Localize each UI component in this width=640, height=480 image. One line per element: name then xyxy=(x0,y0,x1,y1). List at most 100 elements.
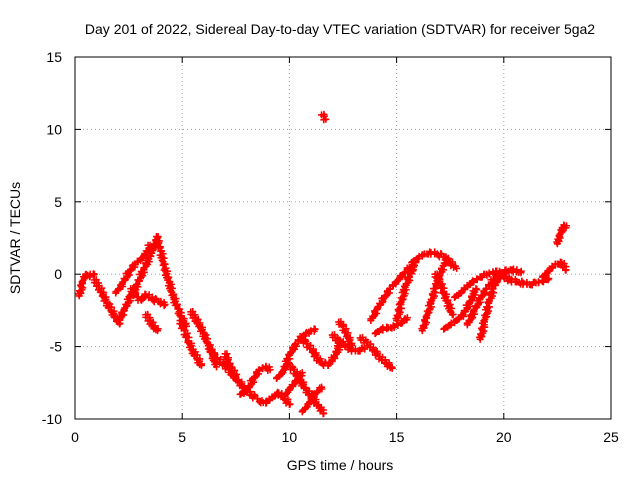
data-track xyxy=(553,221,570,248)
data-point-run xyxy=(447,317,459,329)
data-point-run xyxy=(146,316,159,330)
data-point-run xyxy=(476,319,489,341)
data-point-run xyxy=(463,310,478,327)
data-track xyxy=(356,333,396,372)
data-point-run xyxy=(152,233,166,255)
data-point-run xyxy=(393,272,407,285)
y-tick-label: 5 xyxy=(54,194,62,210)
data-point-run xyxy=(98,292,112,307)
data-point-run xyxy=(339,322,352,337)
data-track xyxy=(392,263,418,325)
data-point-run xyxy=(392,300,405,323)
y-tick-label: -5 xyxy=(50,339,63,355)
y-tick-label: 10 xyxy=(46,121,62,137)
data-point-run xyxy=(559,222,570,231)
data-point-run xyxy=(237,388,250,398)
data-point-run xyxy=(138,250,149,262)
data-point-run xyxy=(480,299,494,325)
data-point-run xyxy=(156,247,170,272)
data-point-run xyxy=(118,270,133,288)
data-point-run xyxy=(447,258,459,271)
x-tick-label: 25 xyxy=(603,429,619,445)
data-point-run xyxy=(248,390,262,403)
data-point-run xyxy=(132,268,148,289)
data-point-run xyxy=(94,282,108,296)
data-point-run xyxy=(156,297,168,310)
data-point-run xyxy=(285,341,300,358)
data-track xyxy=(296,332,345,369)
data-point-run xyxy=(108,307,120,321)
data-point-run xyxy=(458,300,473,319)
data-point-run xyxy=(439,289,452,305)
chart-title: Day 201 of 2022, Sidereal Day-to-day VTE… xyxy=(85,21,595,37)
data-point-run xyxy=(142,241,153,256)
data-point-run xyxy=(336,336,347,348)
data-point-run xyxy=(242,377,258,395)
data-point-run xyxy=(379,323,391,334)
data-point-run xyxy=(512,267,525,277)
data-point-run xyxy=(308,348,322,362)
y-tick-label: 0 xyxy=(54,266,62,282)
data-point-run xyxy=(343,333,356,348)
data-point-run xyxy=(307,325,318,335)
data-track xyxy=(440,285,481,333)
data-point-run xyxy=(140,252,155,273)
data-point-run xyxy=(164,280,178,299)
data-point-run xyxy=(398,315,411,327)
data-point-run xyxy=(316,403,327,418)
data-track xyxy=(176,317,206,369)
data-track xyxy=(112,241,154,297)
data-point-run xyxy=(282,395,294,408)
data-point-run xyxy=(313,355,324,366)
data-points xyxy=(75,110,570,418)
data-point-run xyxy=(357,333,370,347)
data-point-run xyxy=(82,270,94,279)
data-point-run xyxy=(86,270,97,281)
data-track xyxy=(504,265,525,277)
x-tick-label: 5 xyxy=(178,429,186,445)
data-point-run xyxy=(386,278,400,293)
data-point-run xyxy=(466,286,481,307)
y-axis-label: SDTVAR / TECUs xyxy=(7,182,23,294)
data-point-run xyxy=(290,366,303,383)
data-track xyxy=(418,254,452,335)
data-point-run xyxy=(227,364,243,384)
data-point-run xyxy=(329,331,342,345)
data-point-run xyxy=(233,377,248,391)
data-track xyxy=(328,331,369,355)
data-point-run xyxy=(539,275,552,286)
data-track xyxy=(318,110,330,124)
data-point-run xyxy=(297,332,310,347)
data-point-run xyxy=(284,360,297,374)
x-axis-label: GPS time / hours xyxy=(287,457,394,473)
data-track xyxy=(538,258,570,281)
data-track xyxy=(371,314,411,338)
data-point-run xyxy=(303,340,317,353)
data-point-run xyxy=(553,234,564,246)
data-track xyxy=(142,310,162,335)
data-point-run xyxy=(443,301,457,318)
data-point-run xyxy=(470,296,484,315)
data-point-run xyxy=(427,248,439,258)
data-track xyxy=(463,266,510,329)
data-point-run xyxy=(451,290,464,301)
data-point-run xyxy=(477,270,491,281)
data-point-run xyxy=(160,266,174,286)
data-point-run xyxy=(191,313,204,327)
x-tick-label: 10 xyxy=(282,429,298,445)
data-track xyxy=(236,362,274,398)
data-point-run xyxy=(263,363,273,375)
data-point-run xyxy=(557,260,570,274)
data-track xyxy=(431,270,457,319)
data-point-run xyxy=(320,112,328,124)
x-tick-label: 0 xyxy=(71,429,79,445)
x-tick-label: 20 xyxy=(496,429,512,445)
data-track xyxy=(127,284,169,310)
data-track xyxy=(335,318,356,349)
y-tick-label: 15 xyxy=(46,49,62,65)
data-point-run xyxy=(311,384,326,398)
data-point-run xyxy=(150,325,162,334)
data-point-run xyxy=(195,322,208,337)
